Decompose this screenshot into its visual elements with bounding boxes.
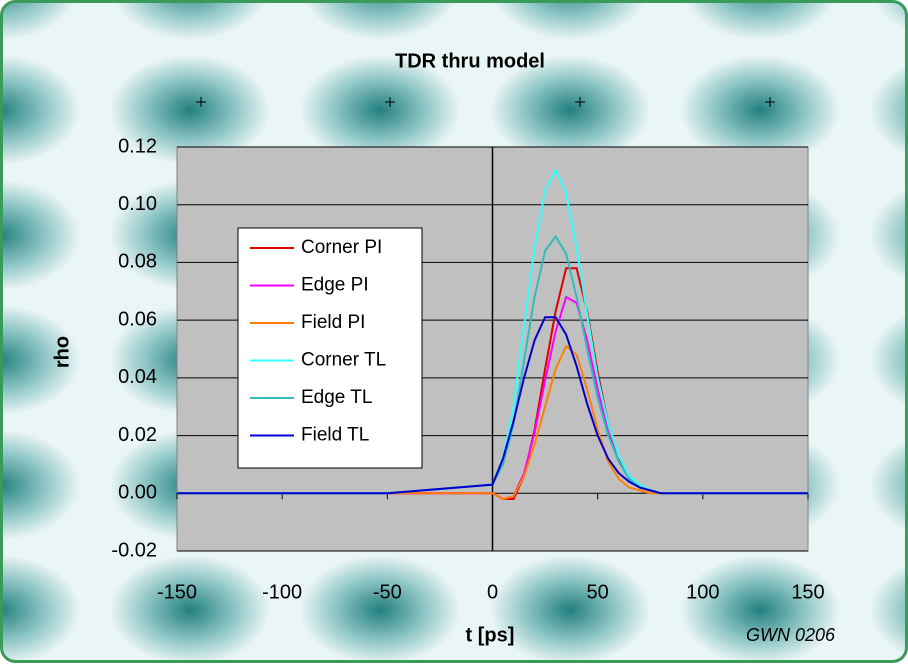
x-tick-label: 150 (791, 581, 824, 603)
x-tick-label: 100 (686, 581, 719, 603)
x-tick-label: -100 (262, 581, 302, 603)
y-axis-label: rho (51, 336, 73, 368)
x-tick-label: 50 (587, 581, 609, 603)
series-line (177, 344, 808, 501)
x-axis-label: t [ps] (466, 624, 515, 646)
y-tick-label: 0.00 (118, 482, 157, 504)
y-tick-label: 0.04 (118, 366, 157, 388)
y-tick-label: -0.02 (111, 539, 157, 561)
y-tick-label: 0.10 (118, 193, 157, 215)
x-tick-label: -150 (157, 581, 197, 603)
legend-box (237, 227, 423, 469)
y-tick-label: 0.06 (118, 308, 157, 330)
y-tick-label: 0.02 (118, 424, 157, 446)
x-tick-label: 0 (487, 581, 498, 603)
legend-label: Edge PI (301, 275, 369, 296)
decor-crosses (196, 97, 775, 107)
series-line (177, 316, 808, 495)
legend-label: Edge TL (301, 387, 372, 408)
legend-label: Field TL (301, 425, 369, 446)
legend-label: Corner TL (301, 350, 386, 371)
x-tick-label: -50 (373, 581, 402, 603)
legend-label: Field PI (301, 312, 365, 333)
legend-label: Corner PI (301, 237, 382, 258)
annotation: GWN 0206 (746, 625, 836, 645)
y-tick-label: 0.08 (118, 251, 157, 273)
y-tick-label: 0.12 (118, 135, 157, 157)
chart-title: TDR thru model (395, 50, 545, 72)
